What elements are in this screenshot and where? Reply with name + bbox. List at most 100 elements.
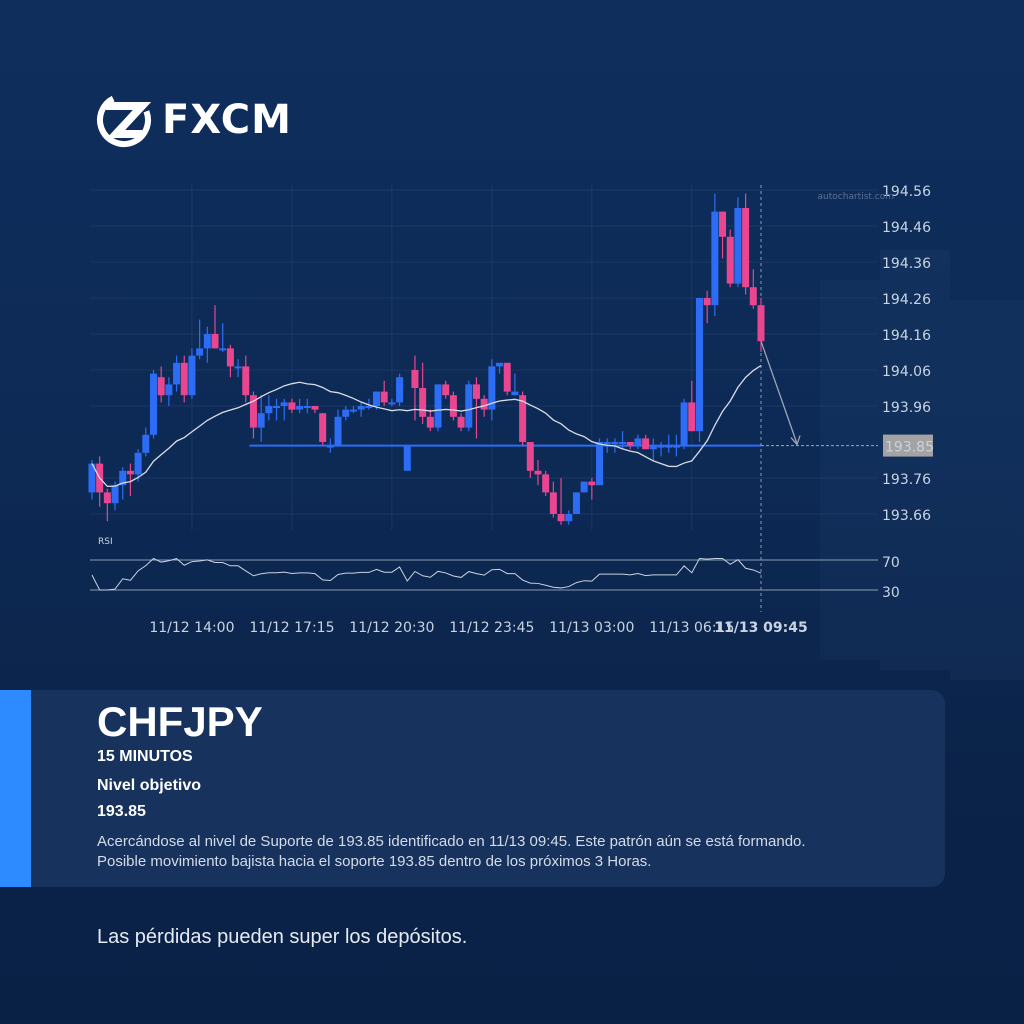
price-tick: 193.66 (882, 508, 931, 524)
candle-body (349, 409, 357, 412)
candle-body (449, 395, 457, 417)
time-tick: 11/12 23:45 (449, 620, 534, 636)
candle (288, 398, 296, 414)
candle-body (319, 413, 327, 442)
candle-body (226, 348, 234, 367)
candle (188, 348, 196, 399)
forecast-arrow-group (760, 340, 801, 446)
candle-body (503, 362, 511, 392)
time-axis: 11/12 14:00 11/12 17:15 11/12 20:30 11/12 2… (149, 620, 807, 636)
candle-body (396, 377, 404, 403)
candle-body (465, 384, 473, 428)
candle-body (496, 362, 504, 367)
candle (619, 431, 627, 450)
candle (711, 193, 719, 316)
candle-body (134, 452, 142, 475)
candle (419, 362, 427, 424)
candle-body (288, 402, 296, 410)
symbol-title: CHFJPY (97, 698, 263, 745)
price-tick: 193.76 (882, 472, 931, 488)
candle (572, 492, 580, 514)
candle-body (596, 442, 604, 486)
candle-body (734, 208, 742, 284)
candle (557, 478, 565, 525)
candle (749, 269, 757, 309)
candle (265, 395, 273, 421)
candle-body (211, 334, 219, 349)
candle (296, 398, 304, 414)
candle (396, 373, 404, 406)
candle-body (749, 287, 757, 306)
candle (334, 409, 342, 446)
candle-body (665, 445, 673, 448)
candle (465, 380, 473, 432)
candle (173, 355, 181, 392)
candle (488, 359, 496, 421)
candle-body (380, 391, 388, 403)
watermark: autochartist.com (818, 192, 894, 202)
candle-body (296, 406, 304, 410)
candle (242, 355, 250, 403)
candle-body (626, 442, 634, 446)
candle (642, 434, 650, 450)
candle (503, 362, 511, 396)
timeframe-label: 15 MINUTOS (97, 748, 193, 765)
description-line: Acercándose al nivel de Suporte de 193.8… (97, 833, 806, 850)
candle-body (719, 211, 727, 237)
candle (365, 398, 373, 410)
candle-body (180, 362, 188, 396)
candle-body (419, 388, 427, 417)
signal-card: CHFJPY 15 MINUTOS Nivel objetivo 193.85 … (0, 690, 945, 887)
candle-body (357, 406, 365, 410)
candle-body (757, 305, 765, 342)
candle-body (411, 370, 419, 388)
candle-body (188, 355, 196, 396)
candle (257, 395, 265, 442)
candle-body (457, 416, 465, 428)
candle-body (311, 406, 319, 410)
fxcm-logo: FXCM (96, 92, 292, 148)
candle (596, 438, 604, 486)
target-level-label: Nivel objetivo (97, 777, 202, 794)
candle-body (649, 445, 657, 450)
candle (319, 413, 327, 446)
candle (726, 229, 734, 288)
candle (196, 319, 204, 360)
candle-body (488, 366, 496, 410)
candle-body (634, 438, 642, 446)
candle (634, 434, 642, 450)
candle-body (480, 398, 488, 410)
candle-body (603, 442, 611, 444)
candle (680, 398, 688, 450)
time-tick: 11/12 20:30 (349, 620, 434, 636)
candle-body (680, 402, 688, 446)
candle (542, 470, 550, 496)
candle (280, 398, 288, 421)
candle-body (588, 481, 596, 486)
candle (442, 380, 450, 399)
price-tick: 194.26 (882, 292, 931, 308)
rsi-tick-30: 30 (882, 585, 900, 601)
candle-body (742, 208, 750, 288)
support-price-tag (883, 434, 933, 457)
candle (165, 377, 173, 406)
candle (665, 434, 673, 453)
candle (403, 445, 411, 471)
target-level-value: 193.85 (97, 803, 146, 820)
candle (126, 463, 134, 496)
risk-disclaimer: Las pérdidas pueden super los depósitos. (97, 926, 468, 948)
candle-body (273, 406, 281, 408)
candle-body (365, 406, 373, 408)
candle-body (695, 298, 703, 432)
candle-body (542, 474, 550, 493)
forecast-arrow-line (760, 340, 798, 444)
candle-body (334, 416, 342, 446)
candle-body (534, 470, 542, 475)
candle-body (303, 406, 311, 408)
candle (349, 406, 357, 414)
candle-body (203, 334, 211, 349)
time-tick: 11/13 09:45 (714, 620, 808, 636)
candle (657, 442, 665, 457)
candle-body (611, 442, 619, 444)
candle (149, 370, 157, 439)
